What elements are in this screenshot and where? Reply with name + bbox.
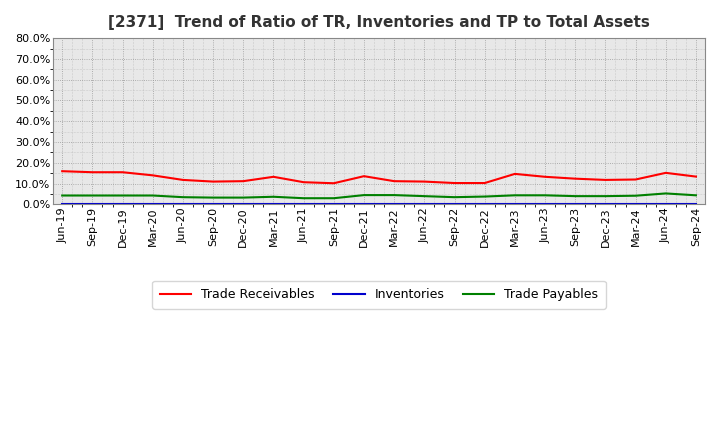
Inventories [209,202,217,207]
Inventories [571,202,580,207]
Trade Payables [179,194,187,200]
Trade Receivables [209,179,217,184]
Trade Payables [631,193,640,198]
Trade Receivables [269,174,278,180]
Inventories [360,202,369,207]
Trade Receivables [450,180,459,186]
Inventories [662,202,670,207]
Trade Payables [88,193,96,198]
Trade Receivables [510,171,519,176]
Inventories [179,202,187,207]
Inventories [541,202,549,207]
Inventories [420,202,428,207]
Inventories [631,202,640,207]
Inventories [300,202,308,207]
Line: Trade Payables: Trade Payables [62,194,696,198]
Inventories [58,202,66,207]
Trade Receivables [601,177,610,183]
Inventories [692,202,701,207]
Inventories [390,202,398,207]
Inventories [269,202,278,207]
Trade Receivables [541,174,549,180]
Inventories [330,202,338,207]
Trade Receivables [631,177,640,182]
Trade Receivables [571,176,580,181]
Trade Payables [662,191,670,196]
Trade Payables [330,195,338,201]
Inventories [510,202,519,207]
Trade Payables [209,195,217,200]
Title: [2371]  Trend of Ratio of TR, Inventories and TP to Total Assets: [2371] Trend of Ratio of TR, Inventories… [108,15,650,30]
Trade Payables [692,193,701,198]
Trade Payables [420,194,428,199]
Trade Payables [390,192,398,198]
Trade Receivables [360,173,369,179]
Trade Payables [541,193,549,198]
Legend: Trade Receivables, Inventories, Trade Payables: Trade Receivables, Inventories, Trade Pa… [152,281,606,308]
Trade Payables [510,193,519,198]
Trade Payables [480,194,489,199]
Trade Receivables [148,173,157,178]
Trade Receivables [88,169,96,175]
Inventories [88,202,96,207]
Trade Receivables [662,170,670,176]
Inventories [118,202,127,207]
Trade Receivables [118,169,127,175]
Inventories [601,202,610,207]
Trade Receivables [390,179,398,184]
Inventories [239,202,248,207]
Trade Receivables [480,180,489,186]
Trade Receivables [300,180,308,185]
Trade Receivables [330,180,338,186]
Trade Payables [58,193,66,198]
Trade Receivables [692,174,701,179]
Trade Receivables [179,177,187,183]
Line: Trade Receivables: Trade Receivables [62,171,696,183]
Trade Receivables [420,179,428,184]
Trade Receivables [239,179,248,184]
Trade Payables [601,194,610,199]
Trade Receivables [58,169,66,174]
Trade Payables [300,195,308,201]
Trade Payables [571,194,580,199]
Inventories [450,202,459,207]
Inventories [148,202,157,207]
Trade Payables [148,193,157,198]
Trade Payables [239,195,248,200]
Trade Payables [118,193,127,198]
Trade Payables [450,194,459,200]
Inventories [480,202,489,207]
Trade Payables [360,192,369,198]
Trade Payables [269,194,278,199]
